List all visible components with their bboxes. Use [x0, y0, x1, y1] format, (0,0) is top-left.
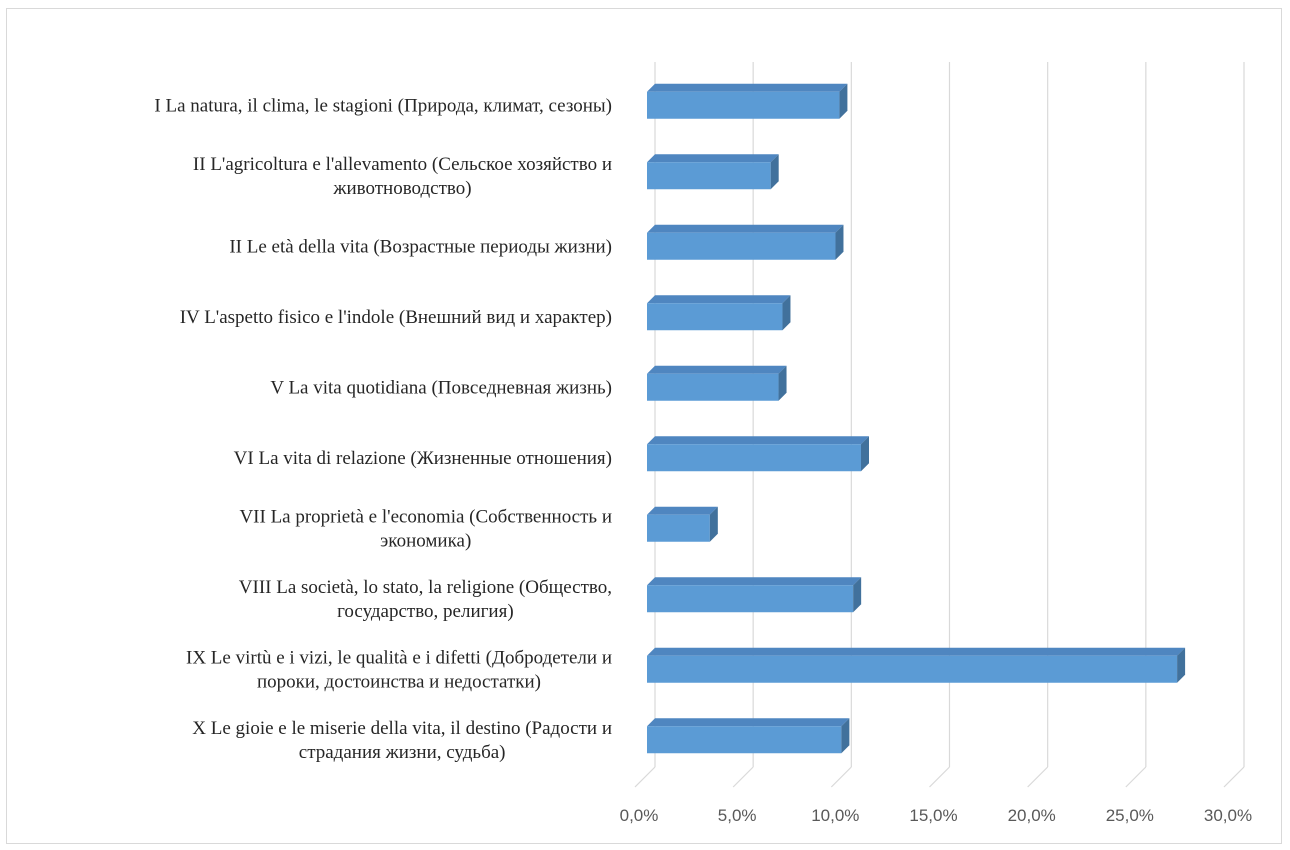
bar-front-face	[647, 514, 710, 542]
x-tick-label: 30,0%	[1204, 806, 1252, 825]
bar-front-face	[647, 91, 840, 119]
gridline-floor	[634, 766, 656, 788]
x-tick-label: 0,0%	[620, 806, 659, 825]
gridline-floor	[830, 766, 852, 788]
gridline-floor	[929, 766, 950, 788]
category-label: VIII La società, lo stato, la religione …	[239, 577, 612, 598]
bar-front-face	[647, 585, 854, 613]
bar-side-face	[782, 295, 791, 331]
category-label: X Le gioie e le miserie della vita, il d…	[192, 718, 612, 739]
bar-side-face	[1177, 647, 1186, 683]
x-tick-label: 10,0%	[811, 806, 859, 825]
bars	[647, 83, 1186, 754]
bar-front-face	[647, 303, 783, 331]
bar-top-face	[647, 577, 862, 586]
bar-front-face	[647, 726, 842, 754]
bar-side-face	[853, 577, 862, 613]
bar	[647, 647, 1186, 683]
bar	[647, 224, 844, 260]
bar	[647, 154, 779, 190]
bar	[647, 718, 850, 754]
bar-top-face	[647, 436, 870, 445]
bar-side-face	[841, 718, 850, 754]
bar	[647, 436, 870, 472]
category-label: пороки, достоинства и недостатки)	[257, 671, 541, 692]
bar-top-face	[647, 295, 791, 304]
category-label: животноводство)	[332, 178, 471, 199]
x-tick-label: 15,0%	[909, 806, 957, 825]
bar-top-face	[647, 154, 779, 163]
category-label: I La natura, il clima, le stagioni (Прир…	[154, 95, 612, 116]
bar	[647, 577, 862, 613]
category-label: II Le età della vita (Возрастные периоды…	[229, 236, 612, 257]
chart-frame	[6, 8, 1282, 844]
bar-front-face	[647, 655, 1178, 683]
category-label: экономика)	[380, 530, 471, 551]
bar-side-face	[778, 365, 787, 401]
bar-side-face	[770, 154, 779, 190]
category-label: IX Le virtù e i vizi, le qualità e i dif…	[186, 647, 612, 668]
category-labels: I La natura, il clima, le stagioni (Прир…	[154, 95, 612, 763]
bar-side-face	[861, 436, 870, 472]
bar-front-face	[647, 232, 836, 260]
category-label: страдания жизни, судьба)	[299, 742, 506, 763]
x-tick-label: 20,0%	[1008, 806, 1056, 825]
category-label: VII La proprietà e l'economia (Собственн…	[239, 506, 612, 527]
category-label: VI La vita di relazione (Жизненные отнош…	[234, 448, 612, 469]
bar-side-face	[835, 224, 844, 260]
gridline-floor	[732, 766, 754, 788]
bar-front-face	[647, 162, 771, 190]
bar	[647, 506, 718, 542]
bar	[647, 83, 848, 119]
category-label: V La vita quotidiana (Повседневная жизнь…	[270, 377, 612, 398]
bar-front-face	[647, 373, 779, 401]
category-label: II L'agricoltura e l'allevamento (Сельск…	[193, 154, 612, 175]
gridline-floor	[1125, 766, 1147, 788]
gridline-floor	[1027, 766, 1049, 788]
x-tick-label: 25,0%	[1106, 806, 1154, 825]
bar-top-face	[647, 365, 787, 374]
bar-top-face	[647, 718, 850, 727]
x-tick-label: 5,0%	[718, 806, 757, 825]
bar-top-face	[647, 506, 718, 515]
gridline-floor	[1223, 766, 1245, 788]
bar	[647, 365, 787, 401]
bar-side-face	[839, 83, 848, 119]
category-label: государство, религия)	[337, 601, 514, 622]
bar-front-face	[647, 444, 862, 472]
bar-top-face	[647, 647, 1186, 656]
bar	[647, 295, 791, 331]
category-label: IV L'aspetto fisico e l'indole (Внешний …	[180, 307, 612, 328]
x-axis-ticks: 0,0% 5,0% 10,0% 15,0% 20,0% 25,0% 30,0%	[620, 806, 1252, 825]
bar-top-face	[647, 83, 848, 92]
bar-side-face	[709, 506, 718, 542]
bar-top-face	[647, 224, 844, 233]
